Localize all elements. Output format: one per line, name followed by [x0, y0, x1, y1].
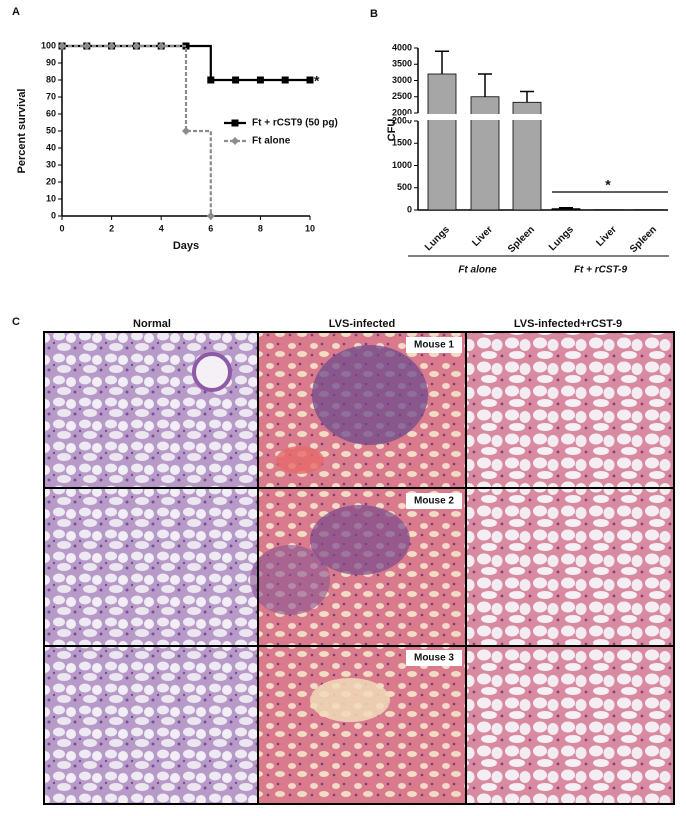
label-box: [406, 650, 462, 666]
x-tick-label: 10: [305, 223, 315, 233]
marker: [182, 127, 190, 135]
column-header: Normal: [133, 318, 171, 330]
infiltrate: [250, 545, 330, 615]
panel-label: C: [12, 316, 20, 328]
x-tick-label: 6: [208, 223, 213, 233]
y-tick-label: 40: [46, 142, 56, 152]
x-tick-label: Spleen: [506, 224, 537, 255]
y-tick-label: 60: [46, 108, 56, 118]
y-tick-label: 20: [46, 176, 56, 186]
x-tick-label: Lungs: [547, 224, 576, 253]
y-tick-label: 70: [46, 91, 56, 101]
y-tick-label: 500: [397, 182, 412, 192]
marker: [157, 42, 166, 50]
marker: [306, 76, 314, 84]
bar: [512, 101, 542, 211]
group-label: Ft alone: [458, 265, 497, 276]
normal-images: [44, 332, 258, 804]
x-tick-label: Liver: [594, 224, 619, 249]
row-label: Mouse 2: [414, 496, 454, 507]
x-tick-label: Spleen: [628, 224, 659, 255]
x-tick-label: 0: [59, 223, 64, 233]
row-label: Mouse 1: [414, 340, 454, 351]
x-tick-label: Lungs: [423, 224, 452, 253]
x-tick-label: Liver: [470, 224, 495, 249]
bar: [551, 208, 581, 211]
y-tick-label: 90: [46, 57, 56, 67]
y-axis-label: Percent survival: [16, 89, 28, 174]
label-box: [406, 337, 462, 353]
legend-marker: [231, 119, 239, 127]
annotation: *: [314, 73, 320, 89]
bar: [470, 96, 500, 211]
x-tick-label: 4: [159, 223, 164, 233]
y-tick-label: 10: [46, 193, 56, 203]
column-header: LVS-infected+rCST-9: [514, 318, 622, 330]
marker: [281, 76, 289, 84]
marker: [132, 42, 141, 50]
panel-label: B: [370, 8, 378, 20]
y-tick-label: 1000: [392, 160, 412, 170]
y-tick-label: 2000: [392, 115, 412, 125]
infiltrate: [310, 505, 410, 575]
vessel: [192, 352, 232, 392]
legend-label: Ft alone: [252, 136, 291, 147]
y-tick-label: 100: [41, 40, 56, 50]
y-tick-label: 30: [46, 159, 56, 169]
marker: [82, 42, 91, 50]
airspace: [310, 678, 390, 722]
y-tick-label: 0: [51, 210, 56, 220]
y-tick-label: 4000: [392, 42, 412, 52]
y-tick-label: 80: [46, 74, 56, 84]
error-bar: [520, 90, 534, 103]
x-axis-label: Days: [173, 240, 199, 252]
y-tick-label: 3500: [392, 59, 412, 69]
marker: [232, 76, 240, 84]
y-tick-label: 50: [46, 125, 56, 135]
marker: [256, 76, 264, 84]
row-label: Mouse 3: [414, 653, 454, 664]
axis-break: [406, 114, 670, 120]
group-label: Ft + rCST-9: [574, 265, 628, 276]
y-tick-label: 2500: [392, 91, 412, 101]
marker: [58, 42, 66, 50]
y-tick-label: 1500: [392, 138, 412, 148]
y-axis-label: CFU: [386, 119, 398, 142]
x-tick-label: 8: [258, 223, 263, 233]
y-tick-label: 0: [407, 204, 412, 214]
column-header: LVS-infected: [329, 318, 395, 330]
x-tick-label: 2: [109, 223, 114, 233]
legend-label: Ft + rCST9 (50 pg): [252, 118, 338, 129]
panel-label: A: [12, 6, 20, 18]
histology-panel: C Normal LVS-infected LVS-infected+rCST-…: [12, 316, 675, 805]
marker: [107, 42, 116, 50]
y-tick-label: 2000: [392, 107, 412, 117]
error-bar: [559, 207, 573, 209]
legend-marker: [231, 137, 239, 145]
treated-images: [466, 332, 674, 804]
marker: [207, 76, 215, 84]
grid-frame: [43, 331, 675, 805]
y-tick-label: 3000: [392, 75, 412, 85]
hemorrhage: [276, 446, 324, 474]
annotation: *: [605, 177, 611, 193]
marker: [206, 212, 215, 220]
error-bar: [435, 50, 449, 74]
bar: [427, 73, 457, 211]
error-bar: [478, 73, 492, 97]
label-box: [406, 493, 462, 509]
infiltrate: [312, 345, 428, 445]
